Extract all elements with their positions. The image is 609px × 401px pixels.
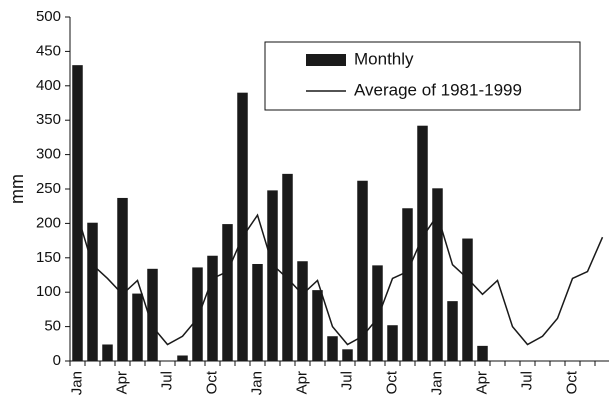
bar (462, 238, 473, 361)
bar (192, 267, 203, 361)
bar (327, 336, 338, 361)
bar (132, 293, 143, 361)
legend-label: Monthly (354, 49, 414, 68)
bar (372, 265, 383, 361)
y-tick-label: 500 (36, 8, 61, 25)
x-tick-label: Oct (563, 370, 580, 394)
y-tick-label: 200 (36, 214, 61, 231)
bar (117, 197, 128, 361)
bar (402, 208, 413, 361)
legend-label: Average of 1981-1999 (354, 80, 522, 99)
x-tick-label: Jul (338, 371, 355, 390)
x-tick-label: Jul (158, 371, 175, 390)
y-tick-label: 300 (36, 146, 61, 163)
y-axis-label: mm (7, 174, 27, 204)
bar (357, 180, 368, 361)
y-tick-label: 0 (53, 352, 61, 369)
x-tick-label: Oct (203, 370, 220, 394)
y-tick-label: 50 (44, 318, 61, 335)
y-tick-label: 450 (36, 42, 61, 59)
bar (432, 188, 443, 361)
legend-swatch (306, 54, 346, 66)
bar (312, 290, 323, 361)
x-tick-label: Jul (518, 371, 535, 390)
bar (72, 65, 83, 361)
bar (297, 261, 308, 361)
x-tick-label: Jan (248, 371, 265, 395)
legend-box (264, 41, 581, 111)
x-tick-label: Apr (113, 371, 130, 394)
bar (252, 263, 263, 361)
x-tick-label: Apr (293, 371, 310, 394)
bar (222, 224, 233, 361)
bar (147, 268, 158, 361)
bar (282, 173, 293, 361)
bar (342, 349, 353, 361)
y-tick-label: 150 (36, 249, 61, 266)
bar (267, 190, 278, 361)
x-tick-label: Jan (428, 371, 445, 395)
y-tick-label: 350 (36, 111, 61, 128)
x-tick-label: Oct (383, 370, 400, 394)
y-tick-label: 250 (36, 180, 61, 197)
bar (207, 255, 218, 361)
bar (387, 325, 398, 361)
x-tick-label: Apr (473, 371, 490, 394)
bar (447, 301, 458, 361)
bar (477, 345, 488, 361)
line (76, 213, 604, 346)
bar (102, 344, 113, 361)
x-tick-label: Jan (68, 371, 85, 395)
y-tick-label: 100 (36, 283, 61, 300)
bar (177, 355, 188, 361)
bar (237, 92, 248, 362)
bar (417, 125, 428, 361)
bar (87, 222, 98, 361)
y-tick-label: 400 (36, 77, 61, 94)
